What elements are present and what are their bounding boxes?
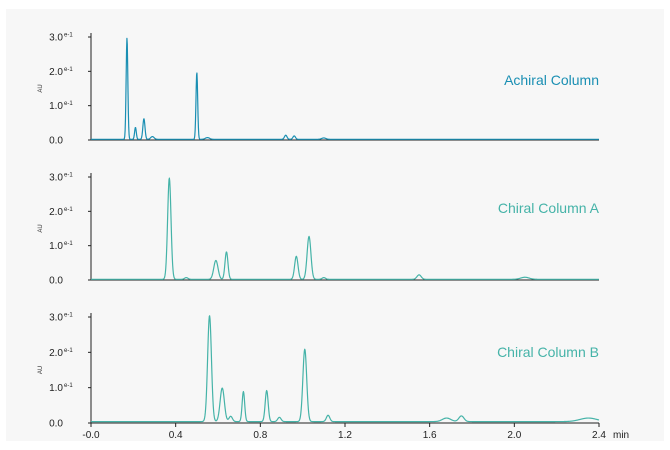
y-tick-label: 1.0 bbox=[49, 241, 63, 252]
column-label: Chiral Column A bbox=[498, 200, 600, 216]
signal-trace bbox=[90, 315, 600, 423]
y-tick-label: 0.0 bbox=[49, 276, 63, 287]
y-tick-exponent: e-1 bbox=[64, 313, 73, 319]
y-axis-label: AU bbox=[38, 366, 44, 374]
y-tick-exponent: e-1 bbox=[64, 173, 73, 179]
y-tick-label: 0.0 bbox=[49, 419, 63, 430]
x-tick-label: 2.0 bbox=[507, 430, 521, 441]
x-tick-label: 2.4 bbox=[592, 430, 606, 441]
y-tick-label: 3.0 bbox=[49, 173, 63, 184]
signal-trace bbox=[90, 37, 600, 140]
y-tick-label: 3.0 bbox=[49, 33, 63, 44]
y-tick-exponent: e-1 bbox=[64, 33, 73, 39]
column-label: Chiral Column B bbox=[497, 344, 599, 360]
y-tick-exponent: e-1 bbox=[64, 101, 73, 107]
y-tick-exponent: e-1 bbox=[64, 67, 73, 73]
y-tick-label: 1.0 bbox=[49, 101, 63, 112]
x-tick-label: 0.8 bbox=[253, 430, 267, 441]
chart-panel: 0.0 1.0 e-1 2.0 e-1 3.0 e-1 AU Achiral Column 0.0… bbox=[6, 9, 664, 441]
y-tick-exponent: e-1 bbox=[64, 383, 73, 389]
y-tick-label: 0.0 bbox=[49, 136, 63, 147]
x-tick-label: 0.4 bbox=[169, 430, 183, 441]
y-tick-label: 3.0 bbox=[49, 313, 63, 324]
y-tick-label: 2.0 bbox=[49, 348, 63, 359]
signal-trace bbox=[90, 177, 600, 280]
column-label: Achiral Column bbox=[504, 72, 599, 88]
x-tick-label: 1.6 bbox=[423, 430, 437, 441]
y-tick-label: 2.0 bbox=[49, 67, 63, 78]
y-tick-exponent: e-1 bbox=[64, 348, 73, 354]
x-tick-label: -0.0 bbox=[82, 430, 100, 441]
y-tick-exponent: e-1 bbox=[64, 207, 73, 213]
x-axis-label: min bbox=[613, 430, 629, 441]
y-tick-label: 1.0 bbox=[49, 383, 63, 394]
x-tick-label: 1.2 bbox=[338, 430, 352, 441]
y-tick-exponent: e-1 bbox=[64, 241, 73, 247]
y-tick-label: 2.0 bbox=[49, 207, 63, 218]
y-axis-label: AU bbox=[38, 224, 44, 232]
y-axis-label: AU bbox=[38, 84, 44, 92]
